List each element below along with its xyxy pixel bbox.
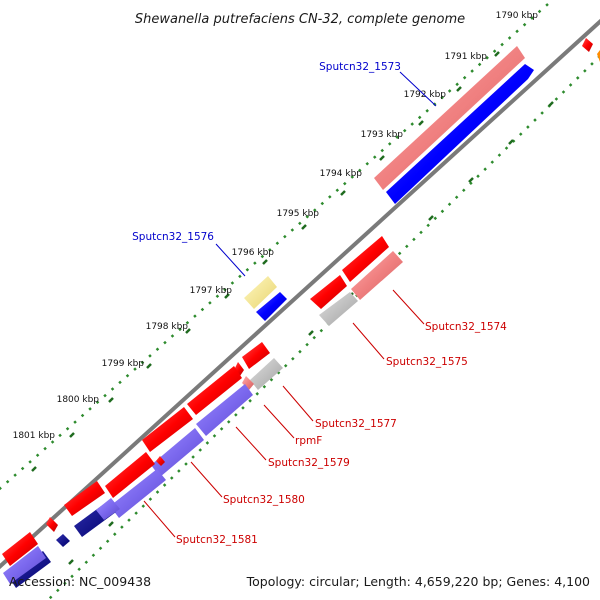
genome-backbone: [0, 18, 600, 570]
cds-far-right-red[interactable]: [582, 38, 593, 52]
cds-1581-lavender[interactable]: [110, 469, 166, 518]
gene-label-1581[interactable]: Sputcn32_1581: [176, 534, 258, 546]
tick-label-1798: 1798 kbp: [146, 322, 189, 332]
tick-labels: 1790 kbp 1791 kbp 1792 kbp 1793 kbp 1794…: [13, 11, 539, 441]
cds-1576-yellow[interactable]: [244, 276, 277, 309]
gene-label-1573[interactable]: Sputcn32_1573: [319, 61, 401, 73]
cds-1576-blue-arrow[interactable]: [256, 292, 287, 321]
gene-label-1576[interactable]: Sputcn32_1576: [132, 231, 214, 243]
cds-far-right-orange[interactable]: [597, 50, 600, 62]
cds-red-arrow-lower[interactable]: [64, 481, 105, 516]
cds-1579-lavender[interactable]: [196, 384, 253, 436]
tick-label-1793: 1793 kbp: [361, 130, 404, 140]
inner-tick-ring: [47, 55, 600, 600]
tick-label-1797: 1797 kbp: [190, 286, 233, 296]
gene-label-1579[interactable]: Sputcn32_1579: [268, 457, 350, 469]
cds-lavender-lower[interactable]: [96, 498, 120, 520]
cds-1579-red-arrow[interactable]: [187, 366, 242, 415]
cds-bottom-red-arrow[interactable]: [2, 532, 38, 566]
topology-text: Topology: circular; Length: 4,659,220 bp…: [246, 574, 590, 589]
tick-label-1801: 1801 kbp: [13, 431, 56, 441]
tick-label-1790: 1790 kbp: [496, 11, 539, 21]
cds-1580-red-arrow[interactable]: [142, 407, 193, 452]
gene-label-1575[interactable]: Sputcn32_1575: [386, 356, 468, 368]
cds-bottom-navy-small[interactable]: [56, 534, 70, 547]
cds-1577-gray[interactable]: [250, 358, 283, 390]
cds-1573-pink[interactable]: [374, 46, 525, 190]
tick-label-1800: 1800 kbp: [57, 395, 100, 405]
tick-label-1799: 1799 kbp: [102, 359, 145, 369]
cds-1575-gray[interactable]: [319, 292, 358, 326]
cds-1577-red-arrow[interactable]: [242, 342, 270, 369]
cds-1580-lavender[interactable]: [151, 428, 204, 477]
tick-label-1795: 1795 kbp: [277, 209, 320, 219]
tick-label-1794: 1794 kbp: [320, 169, 363, 179]
tick-label-1796: 1796 kbp: [232, 248, 275, 258]
cds-1575-red-arrow[interactable]: [310, 275, 347, 309]
tick-label-1791: 1791 kbp: [445, 52, 488, 62]
cds-1573-blue-arrow[interactable]: [386, 64, 534, 204]
map-title: Shewanella putrefaciens CN-32, complete …: [135, 12, 465, 27]
cds-1574-pink[interactable]: [351, 251, 403, 300]
gene-label-rpmF[interactable]: rpmF: [295, 435, 322, 447]
outer-tick-ring: [0, 3, 549, 491]
cds-1580-red-2[interactable]: [156, 456, 165, 466]
gene-label-1574[interactable]: Sputcn32_1574: [425, 321, 507, 333]
gene-label-1580[interactable]: Sputcn32_1580: [223, 494, 305, 506]
cds-rpmF-pink[interactable]: [242, 376, 254, 390]
label-leaders: [143, 71, 437, 538]
gene-label-1577[interactable]: Sputcn32_1577: [315, 418, 397, 430]
cds-1574-red-arrow[interactable]: [342, 236, 389, 282]
cds-bottom-lavender[interactable]: [3, 546, 46, 584]
cds-1581-red-arrow[interactable]: [105, 452, 155, 498]
cds-bottom-red-small[interactable]: [46, 517, 58, 532]
accession-text: Accession: NC_009438: [9, 574, 151, 589]
